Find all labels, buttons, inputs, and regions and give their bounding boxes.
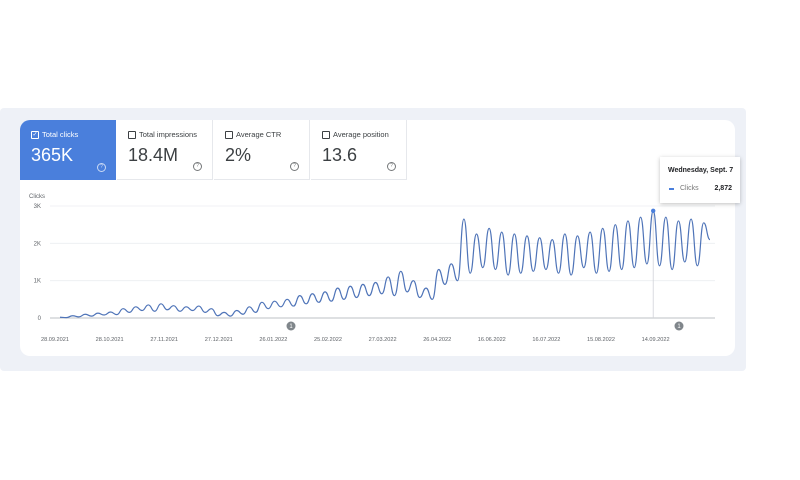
tab-total-clicks[interactable]: ✓ Total clicks 365K ?: [20, 120, 116, 180]
tab-value: 13.6: [322, 145, 358, 165]
help-icon[interactable]: ?: [387, 162, 396, 171]
y-tick-label: 2K: [34, 241, 41, 247]
x-tick-label: 28.10.2021: [96, 337, 124, 343]
help-icon[interactable]: ?: [97, 163, 106, 172]
x-tick-label: 27.11.2021: [150, 337, 178, 343]
tab-label: Total impressions: [139, 130, 197, 139]
checkbox-icon[interactable]: [225, 130, 233, 139]
x-tick-label: 26.04.2022: [423, 337, 451, 343]
tab-value: 2%: [225, 145, 252, 165]
annotation-label: 1: [289, 324, 293, 330]
x-tick-label: 15.08.2022: [587, 337, 615, 343]
x-tick-label: 27.03.2022: [369, 337, 397, 343]
tooltip: Wednesday, Sept. 7 Clicks 2,872: [660, 157, 740, 203]
annotation-label: 1: [677, 324, 681, 330]
tab-average-position[interactable]: Average position 13.6 ?: [311, 120, 407, 180]
x-tick-label: 28.09.2021: [41, 337, 69, 343]
checkbox-checked-icon[interactable]: ✓: [31, 130, 39, 139]
y-tick-label: 3K: [34, 204, 41, 210]
x-tick-label: 27.12.2021: [205, 337, 233, 343]
y-tick-label: 1K: [34, 279, 41, 285]
help-icon[interactable]: ?: [193, 162, 202, 171]
tab-label: Average position: [333, 130, 389, 139]
tab-value: 18.4M: [128, 145, 179, 165]
x-tick-label: 26.01.2022: [259, 337, 287, 343]
help-icon[interactable]: ?: [290, 162, 299, 171]
tab-value: 365K: [31, 145, 74, 165]
x-tick-label: 14.09.2022: [642, 337, 670, 343]
clicks-series-line: [59, 210, 711, 319]
checkbox-icon[interactable]: [322, 130, 330, 139]
tooltip-series: Clicks: [680, 185, 699, 192]
checkbox-icon[interactable]: [128, 130, 136, 139]
series-swatch: [669, 188, 674, 190]
tooltip-value: 2,872: [714, 185, 732, 192]
annotation-marker: [286, 321, 296, 331]
y-tick-label: 0: [38, 316, 42, 322]
performance-card: ✓ Total clicks 365K ? Total impressions 1…: [20, 120, 735, 356]
tab-label: Total clicks: [42, 130, 79, 139]
x-tick-label: 16.07.2022: [532, 337, 560, 343]
tab-total-impressions[interactable]: Total impressions 18.4M ?: [117, 120, 213, 180]
tooltip-title: Wednesday, Sept. 7: [668, 167, 734, 174]
highlight-point: [651, 208, 656, 213]
y-axis-label: Clicks: [29, 194, 45, 200]
x-tick-label: 16.06.2022: [478, 337, 506, 343]
tab-label: Average CTR: [236, 130, 282, 139]
x-tick-label: 25.02.2022: [314, 337, 342, 343]
tab-average-ctr[interactable]: Average CTR 2% ?: [214, 120, 310, 180]
annotation-marker: [674, 321, 684, 331]
